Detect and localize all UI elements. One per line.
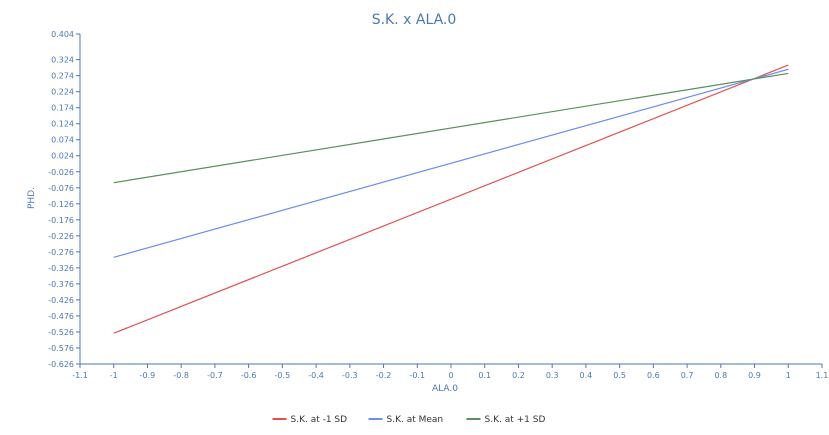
y-tick-label: 0.024: [51, 152, 74, 161]
y-tick-label: -0.026: [48, 168, 74, 177]
y-tick-label: -0.226: [48, 232, 74, 241]
x-axis-label: ALA.0: [432, 384, 458, 394]
y-tick-label: -0.426: [48, 296, 74, 305]
y-tick-label: -0.376: [48, 280, 74, 289]
axes: 0.404 0.324 0.274 0.224 0.174 0.124 0.074 0.024…: [48, 30, 828, 380]
x-tick-label: 0: [448, 371, 453, 380]
x-tick-label: -0.4: [308, 371, 324, 380]
series-line-1: [113, 64, 789, 334]
x-tick-label: -0.8: [173, 371, 189, 380]
y-tick-label: -0.476: [48, 312, 74, 321]
y-tick-label: -0.626: [48, 360, 74, 369]
y-tick-label: 0.174: [51, 104, 74, 113]
x-tick-label: -0.1: [409, 371, 425, 380]
legend-label-3: S.K. at +1 SD: [485, 415, 546, 425]
x-tick-label: 0.2: [512, 371, 525, 380]
y-tick-label: 0.324: [51, 56, 74, 65]
y-tick-label: 0.224: [51, 88, 74, 97]
x-tick-label: 0.7: [681, 371, 694, 380]
x-tick-label: 0.8: [714, 371, 727, 380]
y-tick-label: -0.276: [48, 248, 74, 257]
series-lines: [113, 64, 789, 334]
x-tick-label: 0.9: [748, 371, 761, 380]
x-tick-label: -0.5: [275, 371, 291, 380]
x-tick-label: -0.9: [140, 371, 156, 380]
y-tick-label: -0.326: [48, 264, 74, 273]
y-tick-label: -0.576: [48, 344, 74, 353]
y-tick-label: 0.404: [51, 30, 74, 39]
x-tick-label: -0.6: [241, 371, 257, 380]
x-tick-label: 0.6: [647, 371, 660, 380]
x-tick-label: 0.4: [580, 371, 593, 380]
y-tick-label: 0.074: [51, 136, 74, 145]
y-tick-label: -0.176: [48, 216, 74, 225]
y-tick-label: 0.274: [51, 72, 74, 81]
x-tick-label: -0.7: [207, 371, 223, 380]
y-tick-label: 0.124: [51, 120, 74, 129]
y-tick-label: -0.526: [48, 328, 74, 337]
legend-label-2: S.K. at Mean: [387, 415, 444, 425]
y-tick-label: -0.076: [48, 184, 74, 193]
x-tick-label: -1.1: [72, 371, 88, 380]
legend: S.K. at -1 SD S.K. at Mean S.K. at +1 SD: [272, 415, 546, 425]
chart-title: S.K. x ALA.0: [372, 12, 457, 28]
x-tick-label: 1.1: [816, 371, 829, 380]
x-tick-label: -0.3: [342, 371, 358, 380]
x-tick-label: 0.5: [613, 371, 626, 380]
y-axis-label: PHD.: [27, 187, 37, 209]
x-tick-label: 1: [786, 371, 791, 380]
x-tick-label: 0.1: [478, 371, 491, 380]
series-line-2: [113, 68, 789, 258]
legend-label-1: S.K. at -1 SD: [291, 415, 348, 425]
series-line-3: [113, 72, 789, 184]
x-tick-label: -1: [110, 371, 118, 380]
x-tick-label: 0.3: [546, 371, 559, 380]
y-tick-label: -0.126: [48, 200, 74, 209]
x-tick-label: -0.2: [376, 371, 392, 380]
